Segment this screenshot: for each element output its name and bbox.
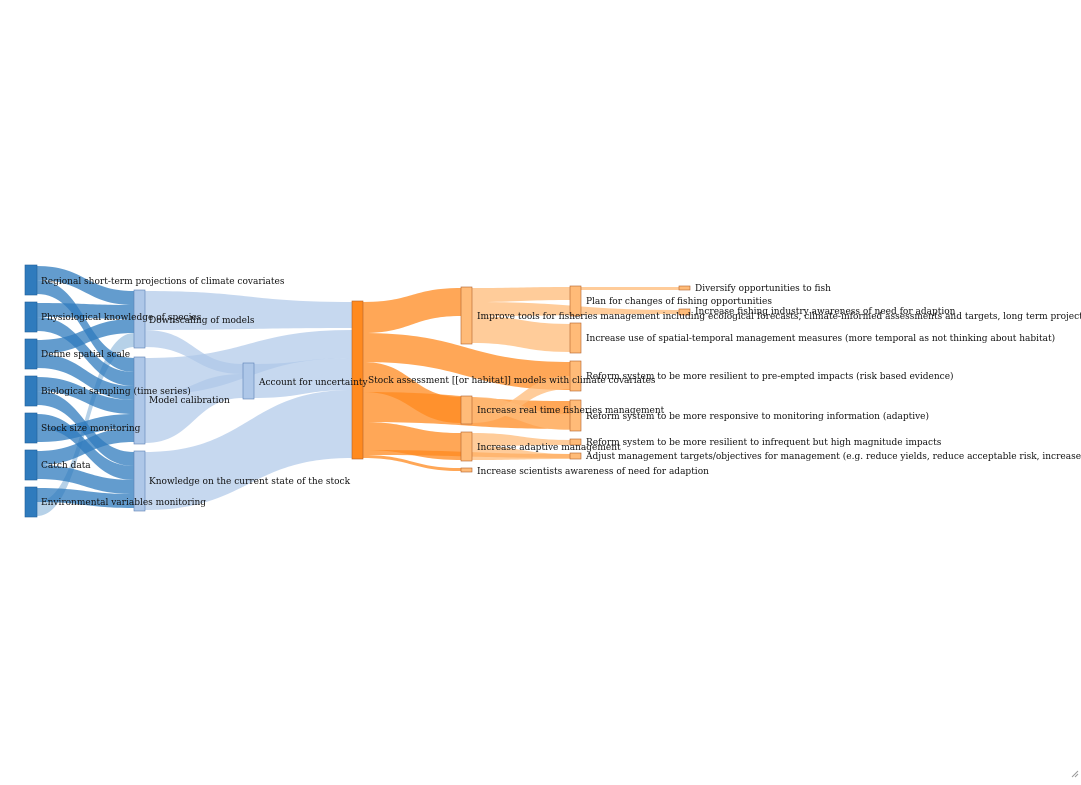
sankey-node-n15[interactable]: [461, 432, 472, 461]
sankey-node-n13[interactable]: [461, 287, 472, 344]
sankey-node-label: Plan for changes of fishing opportunitie…: [586, 297, 772, 307]
sankey-node-label: Increase fishing industry awareness of n…: [695, 307, 956, 317]
sankey-node-label: Regional short-term projections of clima…: [41, 277, 285, 287]
sankey-node-n14[interactable]: [461, 396, 472, 424]
sankey-node-label: Diversify opportunities to fish: [695, 284, 831, 294]
sankey-node-n5[interactable]: [25, 413, 37, 443]
sankey-node-label: Model calibration: [149, 396, 230, 406]
sankey-node-n1[interactable]: [25, 265, 37, 295]
sankey-link-n17-n23[interactable]: [581, 287, 679, 290]
sankey-node-n16[interactable]: [461, 468, 472, 472]
sankey-link-n12-n13[interactable]: [363, 288, 461, 333]
sankey-node-label: Reform system to be more resilient to in…: [586, 438, 942, 448]
resize-grip-icon[interactable]: [1071, 770, 1079, 778]
sankey-node-label: Knowledge on the current state of the st…: [149, 477, 351, 487]
sankey-node-n7[interactable]: [25, 487, 37, 517]
sankey-node-label: Reform system to be more responsive to m…: [586, 411, 929, 422]
sankey-node-label: Increase scientists awareness of need fo…: [477, 467, 709, 477]
sankey-node-label: Stock size monitoring: [41, 424, 141, 434]
sankey-node-label: Adjust management targets/objectives for…: [585, 451, 1081, 462]
sankey-node-n6[interactable]: [25, 450, 37, 480]
sankey-node-n4[interactable]: [25, 376, 37, 406]
sankey-link-n13-n17[interactable]: [472, 287, 570, 302]
sankey-node-label: Downscaling of models: [149, 316, 255, 326]
sankey-node-n2[interactable]: [25, 302, 37, 332]
sankey-node-n18[interactable]: [570, 323, 581, 353]
sankey-node-label: Catch data: [41, 461, 91, 471]
sankey-node-n23[interactable]: [679, 286, 690, 290]
sankey-node-n3[interactable]: [25, 339, 37, 369]
sankey-node-label: Increase use of spatial-temporal managem…: [586, 333, 1055, 344]
sankey-node-n22[interactable]: [570, 453, 581, 459]
sankey-node-n11[interactable]: [243, 363, 254, 399]
sankey-node-label: Account for uncertainty: [258, 378, 369, 388]
sankey-node-label: Reform system to be more resilient to pr…: [586, 371, 954, 382]
sankey-node-label: Environmental variables monitoring: [41, 498, 206, 508]
sankey-node-label: Define spatial scale: [41, 350, 130, 360]
